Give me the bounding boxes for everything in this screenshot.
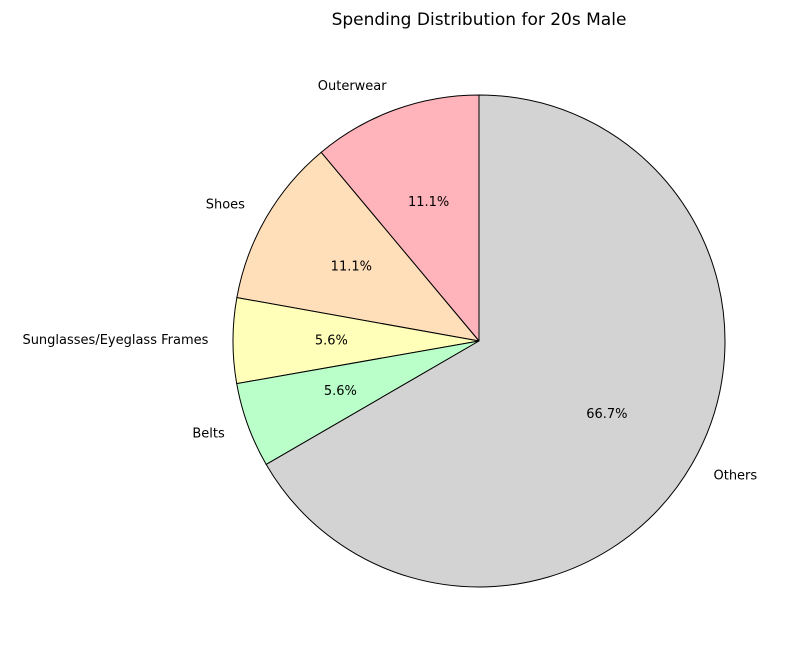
slice-label: Belts	[192, 426, 225, 441]
slice-label: Outerwear	[318, 79, 388, 94]
slice-percent-label: 5.6%	[324, 384, 357, 399]
slice-label: Shoes	[206, 198, 245, 213]
slice-percent-label: 11.1%	[408, 195, 449, 210]
pie-slices	[232, 94, 726, 588]
pie-slice-others	[265, 94, 726, 588]
pie-slice-outerwear	[320, 94, 480, 343]
chart-title: Spending Distribution for 20s Male	[332, 10, 627, 30]
slice-percent-label: 5.6%	[315, 333, 348, 348]
pie-labels: Outerwear 11.1% Shoes 11.1% Sunglasses/Eyegl…	[22, 79, 757, 483]
pie-slice-shoes	[236, 151, 481, 342]
slice-percent-label: 11.1%	[331, 259, 372, 274]
slice-label: Sunglasses/Eyeglass Frames	[22, 333, 208, 348]
slice-percent-label: 66.7%	[586, 407, 627, 422]
slice-label: Others	[713, 469, 757, 484]
